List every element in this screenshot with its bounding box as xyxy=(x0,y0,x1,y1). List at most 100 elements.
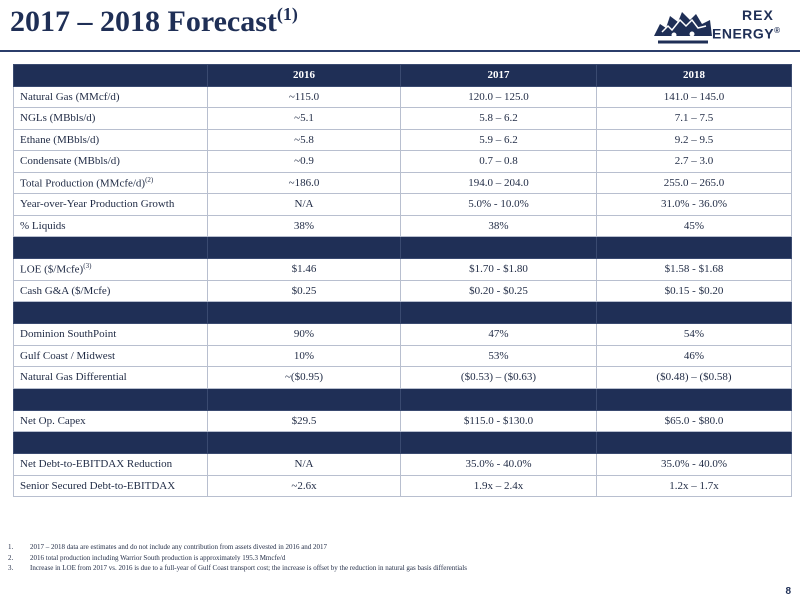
metric-label-cell: Gulf Coast / Midwest xyxy=(13,344,208,367)
value-cell-2018: ($0.48) – ($0.58) xyxy=(596,366,792,389)
value-cell-2017: 5.9 – 6.2 xyxy=(400,128,597,151)
metric-label: Year-over-Year Production Growth xyxy=(20,198,175,211)
value-cell-2017: 47% xyxy=(400,323,597,346)
section-divider-cell xyxy=(13,431,208,454)
section-divider-row xyxy=(13,301,792,324)
metric-label-cell: Natural Gas Differential xyxy=(13,366,208,389)
table-row: Senior Secured Debt-to-EBITDAX ~2.6x 1.9x … xyxy=(13,474,792,497)
section-divider-cell xyxy=(207,431,401,454)
value-cell-2016: N/A xyxy=(207,453,401,476)
section-divider-cell xyxy=(400,387,597,411)
table-row: Dominion SouthPoint 90% 47% 54% xyxy=(13,323,792,346)
column-header: 2017 xyxy=(400,64,597,87)
value-cell-2017: 120.0 – 125.0 xyxy=(400,85,597,108)
metric-label: Net Op. Capex xyxy=(20,414,86,427)
metric-label-cell: Condensate (MBbls/d) xyxy=(13,150,208,173)
value-cell-2016: ~186.0 xyxy=(207,171,401,194)
table-header-row: 2016 2017 2018 xyxy=(13,64,792,87)
value-cell-2016: ~115.0 xyxy=(207,85,401,108)
value-cell-2018: 2.7 – 3.0 xyxy=(596,150,792,173)
page-title-text: 2017 – 2018 Forecast xyxy=(10,5,277,38)
table-row: Net Op. Capex $29.5 $115.0 - $130.0 $65.0 -… xyxy=(13,409,792,432)
value-cell-2018: 255.0 – 265.0 xyxy=(596,171,792,194)
metric-label: Natural Gas Differential xyxy=(20,371,127,384)
logo-wordmark: REX ENERGY® xyxy=(712,8,781,42)
footnote-number: 1. xyxy=(8,543,14,551)
value-cell-2018: 1.2x – 1.7x xyxy=(596,474,792,497)
footnote: 1. 2017 – 2018 data are estimates and do … xyxy=(8,542,768,553)
section-divider-cell xyxy=(400,431,597,454)
value-cell-2017: 35.0% - 40.0% xyxy=(400,453,597,476)
value-cell-2017: 1.9x – 2.4x xyxy=(400,474,597,497)
footnotes: 1. 2017 – 2018 data are estimates and do … xyxy=(8,542,768,574)
section-divider-cell xyxy=(207,387,401,411)
metric-label-cell: Total Production (MMcfe/d)(2) xyxy=(13,171,208,194)
section-divider-row xyxy=(13,431,792,454)
metric-label: Net Debt-to-EBITDAX Reduction xyxy=(20,458,173,471)
footnote-text: 2016 total production including Warrior … xyxy=(30,553,286,562)
table-row: Natural Gas Differential ~($0.95) ($0.53) … xyxy=(13,366,792,389)
value-cell-2016: ~($0.95) xyxy=(207,366,401,389)
value-cell-2018: 141.0 – 145.0 xyxy=(596,85,792,108)
value-cell-2016: $1.46 xyxy=(207,258,401,281)
value-cell-2018: 35.0% - 40.0% xyxy=(596,453,792,476)
value-cell-2018: $0.15 - $0.20 xyxy=(596,279,792,302)
metric-label-cell: Year-over-Year Production Growth xyxy=(13,193,208,216)
logo-line2: ENERGY xyxy=(712,25,775,42)
section-divider-cell xyxy=(13,301,208,324)
value-cell-2016: $29.5 xyxy=(207,409,401,432)
column-header xyxy=(13,64,208,87)
table-row: Net Debt-to-EBITDAX Reduction N/A 35.0% - … xyxy=(13,453,792,476)
table-row: NGLs (MBbls/d) ~5.1 5.8 – 6.2 7.1 – 7.5 xyxy=(13,107,792,130)
value-cell-2016: N/A xyxy=(207,193,401,216)
metric-label-cell: LOE ($/Mcfe)(3) xyxy=(13,258,208,281)
rex-energy-logo: REX ENERGY® xyxy=(652,6,794,46)
value-cell-2016: $0.25 xyxy=(207,279,401,302)
metric-label-cell: Dominion SouthPoint xyxy=(13,323,208,346)
table-row: Ethane (MBbls/d) ~5.8 5.9 – 6.2 9.2 – 9.5 xyxy=(13,128,792,151)
value-cell-2017: ($0.53) – ($0.63) xyxy=(400,366,597,389)
value-cell-2016: ~0.9 xyxy=(207,150,401,173)
value-cell-2017: 5.0% - 10.0% xyxy=(400,193,597,216)
value-cell-2018: $1.58 - $1.68 xyxy=(596,258,792,281)
table-row: Year-over-Year Production Growth N/A 5.0% … xyxy=(13,193,792,216)
section-divider-cell xyxy=(400,301,597,324)
value-cell-2017: 5.8 – 6.2 xyxy=(400,107,597,130)
footnote-number: 2. xyxy=(8,553,14,562)
metric-label-cell: NGLs (MBbls/d) xyxy=(13,107,208,130)
footnote: 3. Increase in LOE from 2017 vs. 2016 is … xyxy=(8,563,768,574)
value-cell-2018: 45% xyxy=(596,214,792,237)
section-divider-cell xyxy=(596,236,792,259)
metric-footnote-ref: (3) xyxy=(83,262,92,271)
value-cell-2018: 7.1 – 7.5 xyxy=(596,107,792,130)
metric-label: Ethane (MBbls/d) xyxy=(20,133,100,146)
footnote-text: Increase in LOE from 2017 vs. 2016 is du… xyxy=(30,564,467,572)
metric-label: Senior Secured Debt-to-EBITDAX xyxy=(20,479,176,492)
metric-label: Natural Gas (MMcf/d) xyxy=(20,90,120,103)
footnote-number: 3. xyxy=(8,564,14,572)
section-divider-row xyxy=(13,387,792,411)
title-footnote-ref: (1) xyxy=(276,4,298,24)
table-row: LOE ($/Mcfe)(3) $1.46 $1.70 - $1.80 $1.58 -… xyxy=(13,258,792,281)
value-cell-2018: $65.0 - $80.0 xyxy=(596,409,792,432)
metric-label-cell: Senior Secured Debt-to-EBITDAX xyxy=(13,474,208,497)
value-cell-2017: 53% xyxy=(400,344,597,367)
value-cell-2018: 54% xyxy=(596,323,792,346)
value-cell-2017: 0.7 – 0.8 xyxy=(400,150,597,173)
value-cell-2016: ~2.6x xyxy=(207,474,401,497)
metric-label: Gulf Coast / Midwest xyxy=(20,349,116,362)
table-row: Natural Gas (MMcf/d) ~115.0 120.0 – 125.0 1… xyxy=(13,85,792,108)
metric-label: NGLs (MBbls/d) xyxy=(20,112,96,125)
table-row: % Liquids 38% 38% 45% xyxy=(13,214,792,237)
value-cell-2016: ~5.1 xyxy=(207,107,401,130)
metric-label-cell: Ethane (MBbls/d) xyxy=(13,128,208,151)
value-cell-2017: 38% xyxy=(400,214,597,237)
title-divider xyxy=(0,50,800,52)
value-cell-2018: 31.0% - 36.0% xyxy=(596,193,792,216)
metric-label: Dominion SouthPoint xyxy=(20,328,117,341)
page-title: 2017 – 2018 Forecast(1) xyxy=(10,5,298,39)
value-cell-2016: 90% xyxy=(207,323,401,346)
metric-label-cell: Net Op. Capex xyxy=(13,409,208,432)
table-row: Condensate (MBbls/d) ~0.9 0.7 – 0.8 2.7 – 3… xyxy=(13,150,792,173)
metric-label-cell: Cash G&A ($/Mcfe) xyxy=(13,279,208,302)
